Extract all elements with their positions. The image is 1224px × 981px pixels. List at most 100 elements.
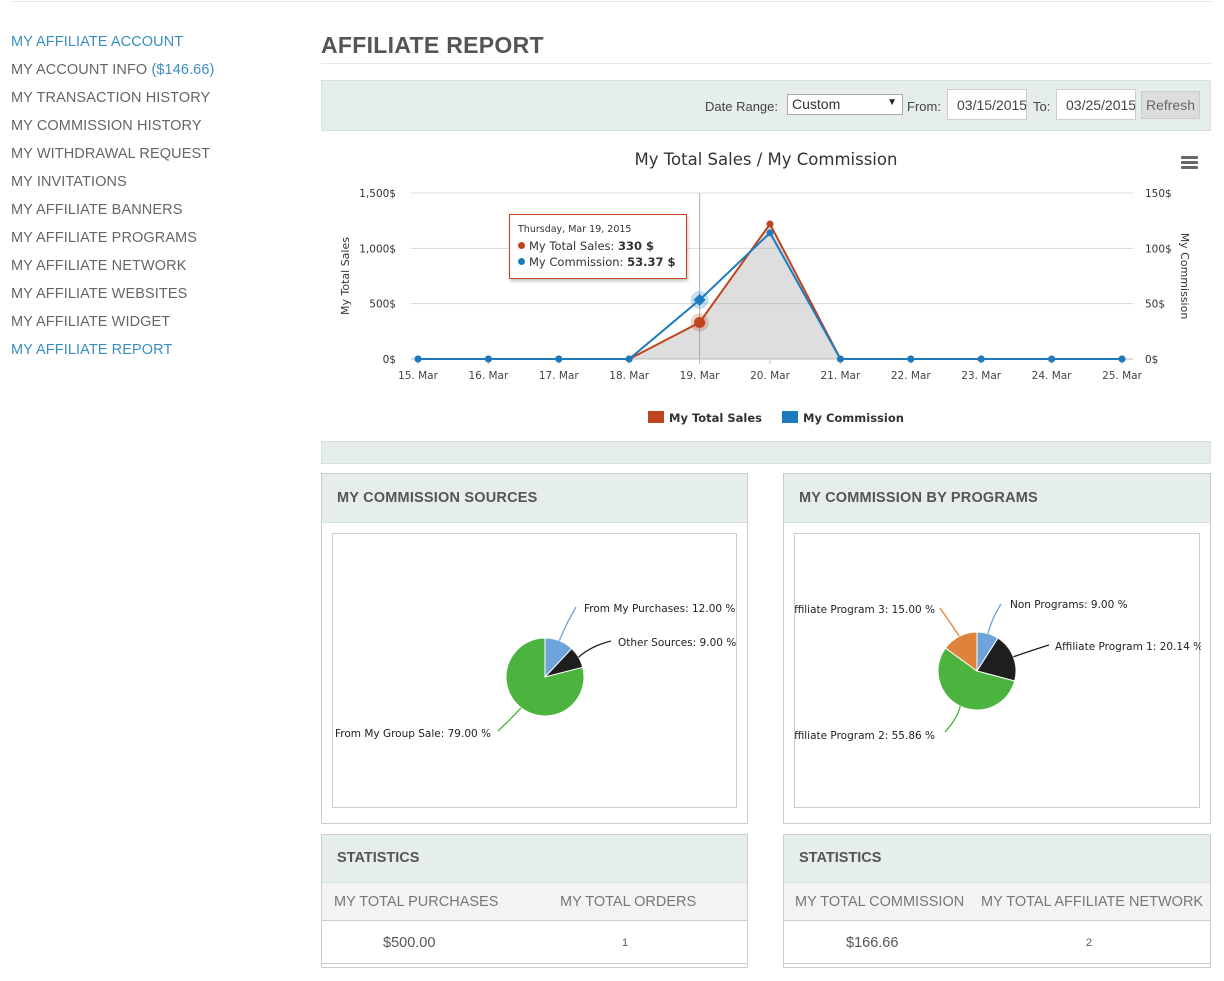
statistics-panel-right: STATISTICS MY TOTAL COMMISSION MY TOTAL …	[783, 834, 1211, 968]
pie-slice	[937, 647, 1016, 711]
date-filter-bar: Date Range: Custom ▼ From: 03/15/2015 To…	[321, 80, 1211, 131]
commission-point	[766, 229, 774, 237]
stats-value-row: $500.00 1	[322, 921, 747, 964]
from-date-input[interactable]: 03/15/2015	[947, 89, 1027, 120]
date-range-select[interactable]: Custom ▼	[787, 94, 903, 115]
legend-item-sales[interactable]: My Total Sales	[648, 411, 762, 425]
chart-legend: My Total Sales My Commission	[648, 411, 920, 425]
tooltip-commission-value: 53.37 $	[627, 255, 676, 269]
sales-point	[694, 316, 706, 328]
sidebar-item-label: MY AFFILIATE REPORT	[11, 342, 173, 358]
x-tick-label: 22. Mar	[891, 370, 932, 382]
x-tick-label: 19. Mar	[680, 370, 721, 382]
sidebar-nav: MY AFFILIATE ACCOUNT MY ACCOUNT INFO ($1…	[11, 34, 301, 370]
total-network-value: 2	[1086, 937, 1093, 949]
to-date-input[interactable]: 03/25/2015	[1056, 89, 1136, 120]
sales-point	[766, 220, 774, 228]
sidebar-item-label: MY AFFILIATE NETWORK	[11, 258, 187, 274]
pie-label: Non Programs: 9.00 %	[1010, 599, 1128, 611]
pie-label: From My Purchases: 12.00 %	[584, 603, 735, 615]
panel-title: MY COMMISSION SOURCES	[322, 474, 747, 523]
tooltip-commission-label: My Commission:	[529, 255, 624, 269]
legend-swatch	[648, 411, 664, 423]
y-tick-label: 1,000$	[359, 243, 396, 255]
sidebar-item-affiliate-report[interactable]: MY AFFILIATE REPORT	[11, 342, 301, 370]
y-axis-title: My Total Sales	[339, 237, 352, 315]
commission-point	[977, 355, 985, 363]
line-chart-svg: My Total Sales / My Commission 0$ 500$ 1,00…	[339, 150, 1191, 382]
pie-label: From My Group Sale: 79.00 %	[335, 728, 491, 740]
sidebar-item-account-info[interactable]: MY ACCOUNT INFO ($146.66)	[11, 62, 301, 90]
pie-slice	[505, 637, 585, 717]
sidebar-item-affiliate-account[interactable]: MY AFFILIATE ACCOUNT	[11, 34, 301, 62]
commission-point	[1118, 355, 1126, 363]
page-title: AFFILIATE REPORT	[321, 32, 544, 58]
legend-swatch	[782, 411, 799, 423]
tooltip-sales-value: 330 $	[618, 239, 655, 253]
y-right-tick-label: 100$	[1145, 243, 1172, 255]
top-divider	[12, 1, 1212, 2]
y-right-tick-label: 0$	[1145, 354, 1158, 366]
legend-item-commission[interactable]: My Commission	[782, 411, 904, 425]
legend-label: My Total Sales	[669, 411, 762, 425]
sidebar-item-label: MY WITHDRAWAL REQUEST	[11, 146, 211, 162]
chart-title: My Total Sales / My Commission	[635, 150, 898, 169]
stats-value-row: $166.66 2	[784, 921, 1210, 964]
tooltip-commission-row: My Commission: 53.37 $	[518, 254, 678, 270]
commission-point	[1048, 355, 1056, 363]
pie-connector	[987, 603, 1002, 634]
sidebar-item-affiliate-banners[interactable]: MY AFFILIATE BANNERS	[11, 202, 301, 230]
sidebar-item-label: MY AFFILIATE PROGRAMS	[11, 230, 198, 246]
pie-label: Affiliate Program 2: 55.86 %	[795, 730, 935, 742]
sales-commission-chart: My Total Sales / My Commission 0$ 500$ 1,00…	[321, 135, 1211, 435]
x-tick-label: 20. Mar	[750, 370, 791, 382]
commission-point	[414, 355, 422, 363]
x-tick-label: 16. Mar	[468, 370, 509, 382]
sources-pie-svg: From My Purchases: 12.00 % Other Sources:…	[335, 603, 736, 740]
sidebar-item-label: MY ACCOUNT INFO	[11, 62, 152, 78]
to-label: To:	[1033, 99, 1051, 114]
y-right-tick-label: 50$	[1145, 299, 1165, 311]
pie-connector	[578, 640, 612, 658]
tooltip-sales-label: My Total Sales:	[529, 239, 615, 253]
commission-programs-panel: MY COMMISSION BY PROGRAMS Non Programs: …	[783, 473, 1211, 824]
commission-point	[836, 355, 844, 363]
pie-frame: Non Programs: 9.00 % Affiliate Program 1:…	[794, 533, 1201, 808]
pie-connector	[1013, 644, 1050, 658]
commission-point	[625, 355, 633, 363]
sales-dot-icon	[518, 242, 525, 249]
sidebar-item-affiliate-widget[interactable]: MY AFFILIATE WIDGET	[11, 314, 301, 342]
y-tick-label: 1,500$	[359, 188, 396, 200]
pie-label: Other Sources: 9.00 %	[618, 637, 736, 649]
refresh-button[interactable]: Refresh	[1141, 91, 1200, 119]
sidebar-item-transaction-history[interactable]: MY TRANSACTION HISTORY	[11, 90, 301, 118]
tooltip-sales-row: My Total Sales: 330 $	[518, 238, 678, 254]
stats-title: STATISTICS	[322, 835, 747, 883]
column-header: MY TOTAL PURCHASES	[334, 894, 499, 910]
title-divider	[321, 63, 1211, 64]
pie-label: Affiliate Program 1: 20.14 %	[1055, 641, 1201, 653]
pie-connector	[497, 707, 522, 732]
programs-pie-svg: Non Programs: 9.00 % Affiliate Program 1:…	[795, 599, 1201, 742]
pie-connector	[558, 606, 577, 641]
date-range-value: Custom	[792, 96, 841, 112]
sidebar-item-affiliate-websites[interactable]: MY AFFILIATE WEBSITES	[11, 286, 301, 314]
y-tick-label: 500$	[369, 299, 396, 311]
chart-menu-icon[interactable]	[1181, 156, 1198, 171]
pie-label: Affiliate Program 3: 15.00 %	[795, 604, 935, 616]
sidebar-item-label: MY TRANSACTION HISTORY	[11, 90, 211, 106]
stats-header-row: MY TOTAL COMMISSION MY TOTAL AFFILIATE N…	[784, 883, 1210, 921]
column-header: MY TOTAL COMMISSION	[795, 894, 965, 910]
chart-tooltip: Thursday, Mar 19, 2015 My Total Sales: 3…	[509, 214, 687, 279]
sales-area	[418, 223, 1122, 359]
sidebar-item-commission-history[interactable]: MY COMMISSION HISTORY	[11, 118, 301, 146]
statistics-panel-left: STATISTICS MY TOTAL PURCHASES MY TOTAL O…	[321, 834, 748, 968]
sidebar-item-invitations[interactable]: MY INVITATIONS	[11, 174, 301, 202]
sidebar-item-affiliate-network[interactable]: MY AFFILIATE NETWORK	[11, 258, 301, 286]
total-orders-value: 1	[622, 937, 629, 949]
commission-sources-panel: MY COMMISSION SOURCES From My Purchases:…	[321, 473, 748, 824]
sidebar-item-withdrawal-request[interactable]: MY WITHDRAWAL REQUEST	[11, 146, 301, 174]
sidebar-item-affiliate-programs[interactable]: MY AFFILIATE PROGRAMS	[11, 230, 301, 258]
pie-connector	[939, 607, 960, 637]
pie-connector	[944, 706, 961, 733]
